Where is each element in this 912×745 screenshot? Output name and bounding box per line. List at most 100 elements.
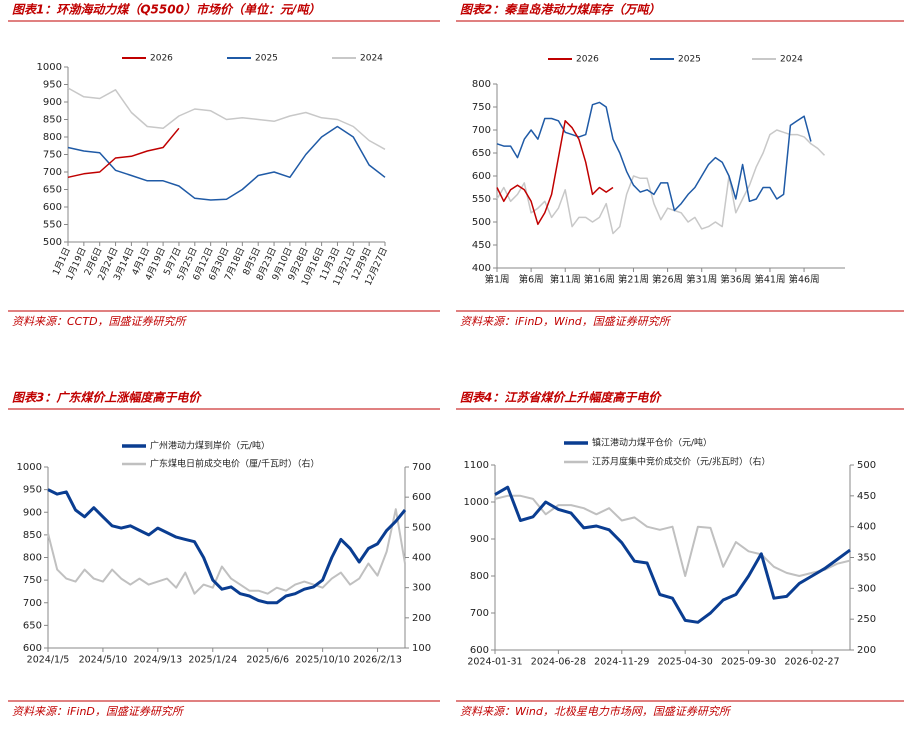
- source: 资料来源：Wind，北极星电力市场网，国盛证券研究所: [460, 705, 732, 718]
- series-line: [47, 488, 407, 605]
- series-line: [496, 101, 812, 212]
- x-tick-label: 2024/9/13: [133, 655, 182, 666]
- x-tick-label: 2024-11-29: [594, 657, 649, 668]
- y-tick-label: 950: [23, 485, 42, 496]
- y-tick-label: 1000: [17, 462, 42, 473]
- series-line: [67, 87, 386, 150]
- y2-tick-label: 400: [412, 553, 431, 564]
- x-tick-label: 2026/2/13: [353, 655, 402, 666]
- y2-tick-label: 500: [857, 460, 876, 471]
- y2-tick-label: 450: [857, 491, 876, 502]
- y-tick-label: 1000: [37, 62, 62, 73]
- y2-tick-label: 200: [412, 613, 431, 624]
- y-tick-label: 600: [43, 202, 62, 213]
- y-tick-label: 900: [43, 97, 62, 108]
- x-tick-label: 2025-09-30: [721, 657, 776, 668]
- y-tick-label: 750: [43, 150, 62, 161]
- chart-title: 图表3：广东煤价上涨幅度高于电价: [12, 391, 202, 405]
- legend-label: 2024: [780, 55, 803, 65]
- x-tick-label: 第46周: [789, 274, 820, 286]
- y-tick-label: 400: [472, 263, 491, 274]
- legend-label: 2025: [678, 55, 701, 65]
- y2-tick-label: 400: [857, 522, 876, 533]
- legend-label: 2026: [150, 54, 173, 64]
- y-tick-label: 1000: [464, 497, 489, 508]
- y2-tick-label: 700: [412, 462, 431, 473]
- y2-tick-label: 350: [857, 553, 876, 564]
- x-tick-label: 第26周: [652, 274, 683, 286]
- x-tick-label: 第21周: [618, 274, 649, 286]
- series-line: [67, 127, 180, 179]
- x-tick-label: 2024-06-28: [531, 657, 586, 668]
- y-tick-label: 700: [472, 125, 491, 136]
- y2-tick-label: 200: [857, 645, 876, 656]
- y-tick-label: 650: [472, 148, 491, 159]
- chart-title: 图表1：环渤海动力煤（Q5500）市场价（单位：元/吨）: [12, 3, 320, 17]
- y2-tick-label: 600: [412, 492, 431, 503]
- legend-label: 2025: [255, 54, 278, 64]
- x-tick-label: 第41周: [754, 274, 785, 286]
- series-line: [47, 508, 406, 595]
- y-tick-label: 650: [43, 185, 62, 196]
- x-tick-label: 2025/6/6: [246, 655, 289, 666]
- y2-tick-label: 250: [857, 614, 876, 625]
- y-tick-label: 700: [470, 608, 489, 619]
- x-tick-label: 第1周: [484, 274, 509, 286]
- y-tick-label: 900: [470, 534, 489, 545]
- source: 资料来源：iFinD，Wind，国盛证券研究所: [460, 315, 672, 328]
- source: 资料来源：CCTD，国盛证券研究所: [12, 315, 188, 328]
- chart-title: 图表4：江苏省煤价上升幅度高于电价: [460, 391, 662, 405]
- x-tick-label: 第11周: [550, 274, 581, 286]
- x-tick-label: 第36周: [720, 274, 751, 286]
- legend-label: 广东煤电日前成交电价（厘/千瓦时）（右）: [150, 458, 320, 470]
- x-tick-label: 2026-02-27: [784, 657, 839, 668]
- y2-tick-label: 100: [412, 643, 431, 654]
- y-tick-label: 1100: [464, 460, 489, 471]
- legend-label: 镇江港动力煤平仓价（元/吨）: [592, 437, 712, 449]
- x-tick-label: 2025-04-30: [658, 657, 713, 668]
- series-line: [494, 485, 851, 624]
- y-tick-label: 700: [43, 167, 62, 178]
- series-line: [67, 125, 386, 201]
- legend-label: 江苏月度集中竞价成交价（元/兆瓦时）（右）: [592, 456, 771, 468]
- x-tick-label: 2024-01-31: [467, 657, 522, 668]
- source: 资料来源：iFinD，国盛证券研究所: [12, 705, 185, 718]
- y-tick-label: 600: [23, 643, 42, 654]
- x-tick-label: 2024/5/10: [79, 655, 128, 666]
- y2-tick-label: 300: [857, 583, 876, 594]
- y-tick-label: 800: [472, 79, 491, 90]
- y-tick-label: 800: [23, 553, 42, 564]
- y-tick-label: 750: [472, 102, 491, 113]
- legend-label: 2024: [360, 54, 383, 64]
- y-tick-label: 600: [470, 645, 489, 656]
- chart-title: 图表2：秦皇岛港动力煤库存（万吨）: [460, 3, 660, 17]
- y-tick-label: 450: [472, 240, 491, 251]
- x-tick-label: 2025/10/10: [295, 655, 350, 666]
- y-tick-label: 500: [472, 217, 491, 228]
- y-tick-label: 750: [23, 575, 42, 586]
- series-line: [494, 494, 851, 577]
- legend-label: 广州港动力煤到岸价（元/吨）: [150, 440, 270, 452]
- y-tick-label: 500: [43, 237, 62, 248]
- y2-tick-label: 300: [412, 583, 431, 594]
- y-tick-label: 650: [23, 620, 42, 631]
- y-tick-label: 850: [43, 115, 62, 126]
- y-tick-label: 950: [43, 80, 62, 91]
- legend-label: 2026: [576, 55, 599, 65]
- x-tick-label: 第31周: [686, 274, 717, 286]
- y-tick-label: 800: [470, 571, 489, 582]
- x-tick-label: 2024/1/5: [27, 655, 70, 666]
- y-tick-label: 550: [472, 194, 491, 205]
- x-tick-label: 第6周: [519, 274, 544, 286]
- y-tick-label: 600: [472, 171, 491, 182]
- y-tick-label: 700: [23, 598, 42, 609]
- series-line: [496, 120, 614, 226]
- y2-tick-label: 500: [412, 522, 431, 533]
- y-tick-label: 850: [23, 530, 42, 541]
- x-tick-label: 第16周: [584, 274, 615, 286]
- series-line: [496, 129, 826, 235]
- x-tick-label: 2025/1/24: [188, 655, 237, 666]
- y-tick-label: 800: [43, 132, 62, 143]
- y-tick-label: 900: [23, 507, 42, 518]
